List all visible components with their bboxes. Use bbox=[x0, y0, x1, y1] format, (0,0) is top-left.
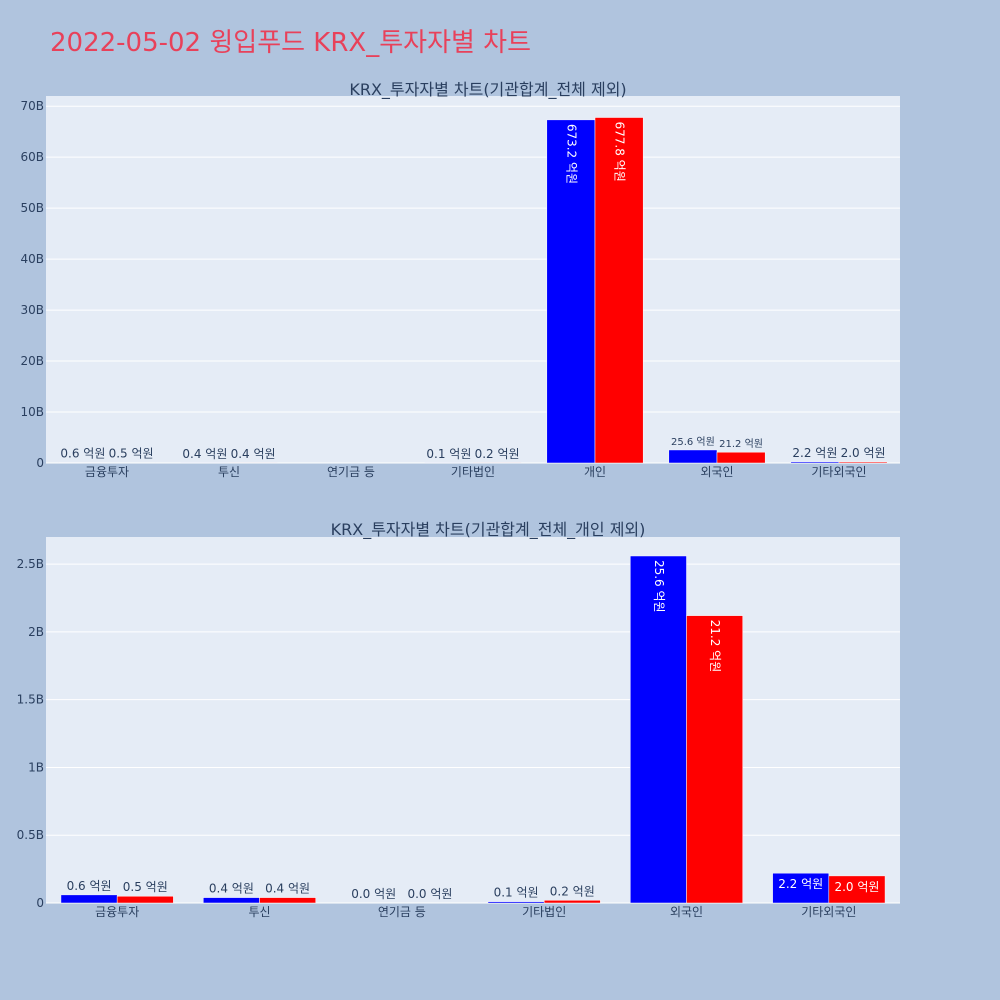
bar bbox=[116, 895, 174, 904]
x-tick-label: 금융투자 bbox=[95, 905, 139, 919]
data-label: 2.0 억원 bbox=[834, 880, 879, 894]
data-label: 0.4 억원 bbox=[182, 447, 227, 461]
x-tick-label: 외국인 bbox=[670, 905, 703, 919]
data-label: 2.2 억원 bbox=[778, 877, 823, 891]
y-tick-label: 0 bbox=[36, 896, 44, 910]
y-tick-label: 2.5B bbox=[17, 557, 44, 571]
data-label: 0.6 억원 bbox=[60, 447, 105, 461]
x-tick-label: 투신 bbox=[248, 905, 270, 919]
x-tick-label: 투신 bbox=[218, 465, 240, 479]
x-tick-label: 기타법인 bbox=[522, 905, 566, 919]
y-tick-label: 0 bbox=[36, 456, 44, 470]
bar bbox=[668, 449, 718, 464]
x-tick-label: 기타외국인 bbox=[801, 905, 856, 919]
y-tick-label: 20B bbox=[20, 354, 44, 368]
bar bbox=[546, 119, 596, 464]
bar bbox=[487, 901, 545, 904]
data-label: 0.4 억원 bbox=[209, 882, 254, 896]
data-label: 2.2 억원 bbox=[792, 446, 837, 460]
x-tick-label: 연기금 등 bbox=[378, 905, 426, 919]
data-label: 25.6 억원 bbox=[652, 560, 666, 613]
data-label: 21.2 억원 bbox=[708, 620, 722, 673]
x-tick-label: 개인 bbox=[584, 465, 606, 479]
y-tick-label: 50B bbox=[20, 201, 44, 215]
bar bbox=[594, 117, 644, 464]
chart-2: 0 0.5B 1B 1.5B 2B 2.5B KRX_투자자별 차트(기관합계_전체_개인 … bbox=[17, 520, 900, 919]
y-tick-label: 2B bbox=[28, 625, 44, 639]
y-tick-label: 40B bbox=[20, 252, 44, 266]
chart-title: KRX_투자자별 차트(기관합계_전체 제외) bbox=[349, 80, 626, 100]
data-label: 0.1 억원 bbox=[426, 447, 471, 461]
data-label: 25.6 억원 bbox=[671, 436, 715, 448]
page-title: 2022-05-02 윙입푸드 KRX_투자자별 차트 bbox=[50, 28, 532, 58]
x-tick-label: 외국인 bbox=[700, 465, 733, 479]
x-tick-label: 기타외국인 bbox=[811, 465, 866, 479]
y-tick-label: 0.5B bbox=[17, 828, 44, 842]
data-label: 21.2 억원 bbox=[719, 438, 763, 450]
y-tick-label: 60B bbox=[20, 150, 44, 164]
x-tick-label: 기타법인 bbox=[451, 465, 495, 479]
y-tick-label: 1.5B bbox=[17, 693, 44, 707]
plot-area bbox=[46, 537, 900, 903]
y-tick-label: 1B bbox=[28, 760, 44, 774]
data-label: 677.8 억원 bbox=[613, 122, 627, 182]
data-label: 0.5 억원 bbox=[123, 880, 168, 894]
data-label: 0.1 억원 bbox=[494, 886, 539, 900]
bar bbox=[630, 555, 687, 904]
y-tick-label: 70B bbox=[20, 99, 44, 113]
bar bbox=[259, 897, 316, 904]
data-label: 0.2 억원 bbox=[550, 884, 595, 898]
bar bbox=[60, 894, 118, 904]
data-label: 0.6 억원 bbox=[67, 879, 112, 893]
chart-title: KRX_투자자별 차트(기관합계_전체_개인 제외) bbox=[331, 520, 646, 540]
data-label: 0.5 억원 bbox=[109, 447, 154, 461]
data-label: 0.4 억원 bbox=[265, 882, 310, 896]
chart-1: 0 10B 20B 30B 40B 50B 60B 70B KRX_투자자별 차트(기관합계_전… bbox=[20, 80, 900, 479]
data-label: 0.2 억원 bbox=[475, 447, 520, 461]
bar bbox=[716, 451, 766, 464]
x-tick-label: 금융투자 bbox=[85, 465, 129, 479]
data-label: 2.0 억원 bbox=[841, 446, 886, 460]
y-tick-label: 10B bbox=[20, 405, 44, 419]
data-label: 0.0 억원 bbox=[407, 887, 452, 901]
bar bbox=[203, 897, 260, 904]
bar bbox=[686, 615, 743, 904]
data-label: 673.2 억원 bbox=[564, 124, 578, 184]
data-label: 0.0 억원 bbox=[351, 887, 396, 901]
y-tick-label: 30B bbox=[20, 303, 44, 317]
x-tick-label: 연기금 등 bbox=[327, 465, 375, 479]
bar bbox=[790, 461, 840, 464]
bar bbox=[543, 900, 601, 904]
bar bbox=[828, 875, 886, 904]
bar bbox=[838, 461, 888, 464]
data-label: 0.4 억원 bbox=[231, 447, 276, 461]
plot-area bbox=[46, 96, 900, 463]
